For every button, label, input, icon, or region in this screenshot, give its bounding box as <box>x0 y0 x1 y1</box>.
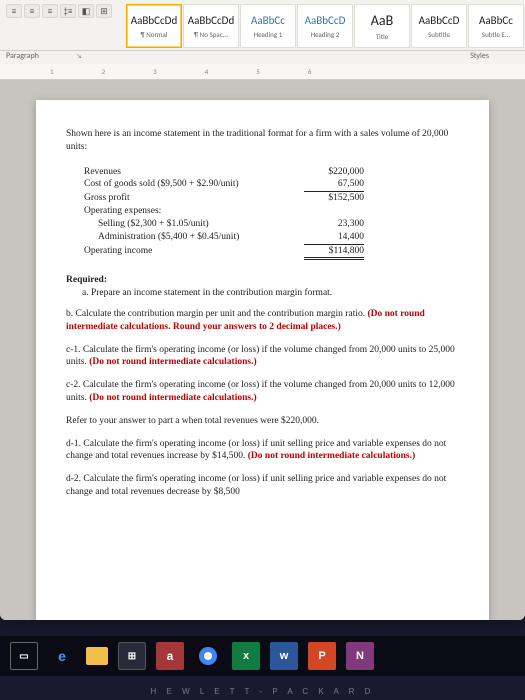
borders-icon[interactable]: ⊞ <box>96 4 112 18</box>
ruler-tick: 3 <box>153 67 157 76</box>
line-spacing-icon[interactable]: ‡≡ <box>60 4 76 18</box>
ribbon: ≡ ≡ ≡ ‡≡ ◧ ⊞ AaBbCcDd¶ Normal AaBbCcDd¶ … <box>0 0 525 51</box>
keyboard-brand: H E W L E T T - P A C K A R D <box>0 687 525 696</box>
row-amount: 67,500 <box>304 178 364 192</box>
question-d2: d-2. Calculate the firm's operating inco… <box>66 473 459 499</box>
styles-label: Styles <box>470 51 489 61</box>
word-icon[interactable]: w <box>270 642 298 670</box>
ribbon-section-labels: Paragraph ↘ Styles <box>0 51 525 64</box>
paragraph-dialog-icon[interactable]: ↘ <box>76 51 82 61</box>
ruler-tick: 6 <box>308 67 312 76</box>
row-amount <box>304 205 364 218</box>
refer-text: Refer to your answer to part a when tota… <box>66 415 459 428</box>
align-right-icon[interactable]: ≡ <box>42 4 58 18</box>
row-label: Revenues <box>84 166 121 179</box>
row-amount: $152,500 <box>304 192 364 205</box>
style-title[interactable]: AaBTitle <box>354 4 410 48</box>
edge-icon[interactable]: e <box>48 642 76 670</box>
align-left-icon[interactable]: ≡ <box>6 4 22 18</box>
document-area[interactable]: Shown here is an income statement in the… <box>0 80 525 620</box>
row-label: Operating income <box>84 245 152 261</box>
style-subtle[interactable]: AaBbCcSubtle E... <box>468 4 524 48</box>
powerpoint-icon[interactable]: P <box>308 642 336 670</box>
style-heading1[interactable]: AaBbCcHeading 1 <box>240 4 296 48</box>
question-c2: c-2. Calculate the firm's operating inco… <box>66 379 459 405</box>
question-a: a. Prepare an income statement in the co… <box>82 287 459 300</box>
paragraph-group: ≡ ≡ ≡ ‡≡ ◧ ⊞ <box>6 4 112 20</box>
row-label: Gross profit <box>84 192 130 205</box>
onenote-icon[interactable]: N <box>346 642 374 670</box>
question-d1: d-1. Calculate the firm's operating inco… <box>66 438 459 464</box>
taskbar[interactable]: ▭ e ⊞ a x w P N <box>0 636 525 676</box>
row-amount: 14,400 <box>304 231 364 245</box>
ruler-tick: 5 <box>256 67 260 76</box>
required-heading: Required: <box>66 274 459 287</box>
ruler-tick: 4 <box>205 67 209 76</box>
excel-icon[interactable]: x <box>232 642 260 670</box>
style-subtitle[interactable]: AaBbCcDSubtitle <box>411 4 467 48</box>
style-normal[interactable]: AaBbCcDd¶ Normal <box>126 4 182 48</box>
ruler[interactable]: 1 2 3 4 5 6 <box>0 64 525 80</box>
store-icon[interactable]: ⊞ <box>118 642 146 670</box>
row-label: Administration ($5,400 + $0.45/unit) <box>98 231 239 245</box>
row-amount: $220,000 <box>304 166 364 179</box>
style-nospacing[interactable]: AaBbCcDd¶ No Spac... <box>183 4 239 48</box>
row-label: Operating expenses: <box>84 205 161 218</box>
row-label: Cost of goods sold ($9,500 + $2.90/unit) <box>84 178 239 192</box>
taskview-icon[interactable]: ▭ <box>10 642 38 670</box>
ruler-tick: 2 <box>102 67 106 76</box>
ruler-tick: 1 <box>50 67 54 76</box>
style-heading2[interactable]: AaBbCcDHeading 2 <box>297 4 353 48</box>
row-amount: $114,800 <box>304 245 364 261</box>
align-center-icon[interactable]: ≡ <box>24 4 40 18</box>
row-amount: 23,300 <box>304 218 364 231</box>
explorer-icon[interactable] <box>86 647 108 665</box>
shading-icon[interactable]: ◧ <box>78 4 94 18</box>
question-b: b. Calculate the contribution margin per… <box>66 308 459 334</box>
chrome-icon[interactable] <box>194 642 222 670</box>
paragraph-label: Paragraph <box>6 51 76 61</box>
access-icon[interactable]: a <box>156 642 184 670</box>
row-label: Selling ($2,300 + $1.05/unit) <box>98 218 209 231</box>
intro-text: Shown here is an income statement in the… <box>66 128 459 154</box>
styles-gallery: AaBbCcDd¶ Normal AaBbCcDd¶ No Spac... Aa… <box>126 4 524 48</box>
income-statement-table: Revenues $220,000 Cost of goods sold ($9,… <box>84 166 364 261</box>
page[interactable]: Shown here is an income statement in the… <box>36 100 489 620</box>
question-c1: c-1. Calculate the firm's operating inco… <box>66 344 459 370</box>
